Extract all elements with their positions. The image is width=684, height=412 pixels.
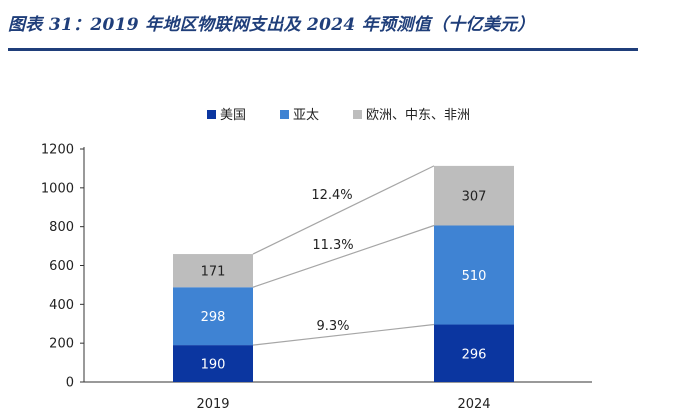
growth-connector-line [252, 165, 435, 255]
title-rule [8, 48, 638, 51]
bar-value-label: 510 [462, 269, 487, 284]
growth-connector-line [252, 323, 435, 346]
bar-segment [173, 345, 253, 382]
bar-segment [434, 324, 514, 382]
legend-swatch [207, 110, 216, 119]
bar-segment [173, 287, 253, 346]
y-tick-label: 0 [66, 376, 74, 391]
legend-swatch [353, 110, 362, 119]
x-tick-label: 2019 [196, 397, 229, 412]
bar-value-label: 298 [201, 310, 226, 325]
bar-value-label: 171 [201, 265, 226, 280]
figure-title: 图表 31：2019 年地区物联网支出及 2024 年预测值（十亿美元） [8, 15, 535, 35]
bar-value-label: 190 [201, 358, 226, 373]
bar-segment [434, 225, 514, 325]
bar-value-label: 296 [462, 347, 487, 362]
y-tick-label: 1000 [41, 181, 74, 196]
legend-label: 亚太 [293, 108, 319, 123]
y-tick-label: 600 [49, 259, 74, 274]
y-tick-label: 400 [49, 298, 74, 313]
y-tick-label: 200 [49, 337, 74, 352]
growth-rate-label: 11.3% [312, 238, 353, 253]
bar-value-label: 307 [462, 190, 487, 205]
growth-rate-label: 12.4% [311, 188, 352, 203]
legend-label: 欧洲、中东、非洲 [366, 108, 470, 123]
y-tick-label: 800 [49, 220, 74, 235]
growth-connector-line [252, 224, 435, 288]
bar-segment [173, 254, 253, 288]
x-tick-label: 2024 [457, 397, 490, 412]
bar-segment [434, 165, 514, 226]
legend-label: 美国 [220, 108, 246, 123]
legend-swatch [280, 110, 289, 119]
y-tick-label: 1200 [41, 143, 74, 158]
growth-rate-label: 9.3% [316, 319, 349, 334]
